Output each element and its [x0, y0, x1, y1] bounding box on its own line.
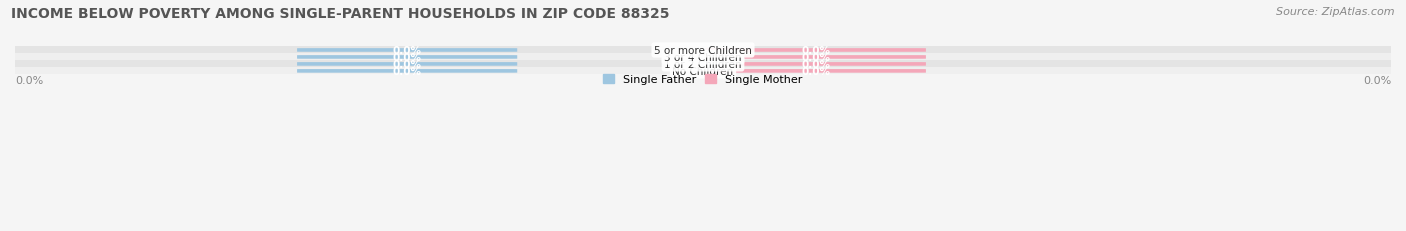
Text: 0.0%: 0.0% [392, 60, 422, 70]
FancyBboxPatch shape [297, 70, 517, 73]
Bar [15, 61, 1391, 68]
Text: INCOME BELOW POVERTY AMONG SINGLE-PARENT HOUSEHOLDS IN ZIP CODE 88325: INCOME BELOW POVERTY AMONG SINGLE-PARENT… [11, 7, 669, 21]
Text: 0.0%: 0.0% [801, 53, 831, 63]
FancyBboxPatch shape [297, 49, 517, 53]
Text: 1 or 2 Children: 1 or 2 Children [664, 60, 742, 70]
Text: 0.0%: 0.0% [392, 53, 422, 63]
Text: 0.0%: 0.0% [1362, 76, 1391, 86]
Text: 5 or more Children: 5 or more Children [654, 46, 752, 56]
Bar [15, 54, 1391, 61]
Text: 0.0%: 0.0% [801, 60, 831, 70]
FancyBboxPatch shape [706, 56, 927, 60]
FancyBboxPatch shape [706, 49, 927, 53]
Text: No Children: No Children [672, 67, 734, 76]
Bar [15, 47, 1391, 54]
Text: 0.0%: 0.0% [15, 76, 44, 86]
FancyBboxPatch shape [706, 70, 927, 73]
Legend: Single Father, Single Mother: Single Father, Single Mother [599, 71, 807, 90]
Text: Source: ZipAtlas.com: Source: ZipAtlas.com [1277, 7, 1395, 17]
FancyBboxPatch shape [297, 63, 517, 67]
Text: 3 or 4 Children: 3 or 4 Children [664, 53, 742, 63]
Text: 0.0%: 0.0% [392, 67, 422, 76]
Bar [15, 68, 1391, 75]
FancyBboxPatch shape [706, 63, 927, 67]
Text: 0.0%: 0.0% [801, 67, 831, 76]
FancyBboxPatch shape [297, 56, 517, 60]
Text: 0.0%: 0.0% [392, 46, 422, 56]
Text: 0.0%: 0.0% [801, 46, 831, 56]
